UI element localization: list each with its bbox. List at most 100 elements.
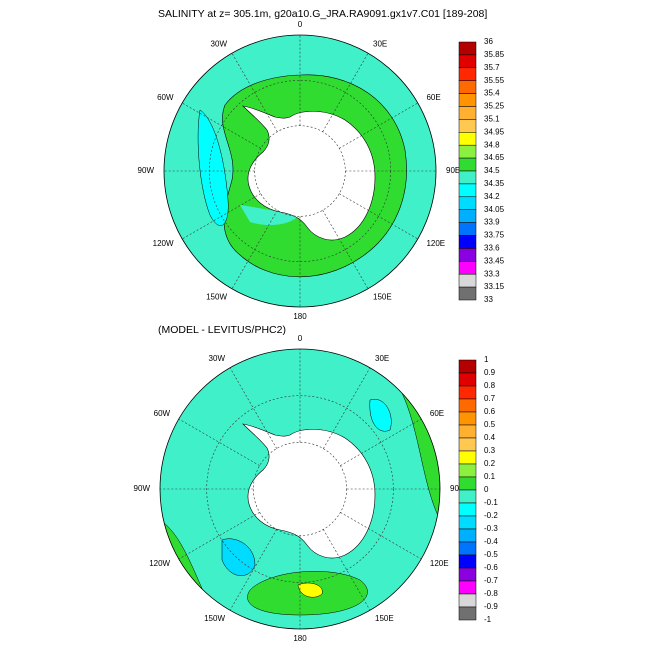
colorbar-box — [458, 580, 477, 595]
longitude-label: 90E — [446, 166, 460, 175]
meridian — [182, 102, 261, 149]
longitude-label: 90E — [450, 484, 464, 493]
colorbar-box — [458, 222, 477, 236]
colorbar-label: 34.2 — [484, 192, 500, 201]
colorbar-label: -0.8 — [484, 589, 498, 598]
colorbar-box — [458, 261, 477, 275]
longitude-label: 90W — [134, 484, 151, 493]
colorbar-box — [458, 144, 477, 159]
colorbar-box — [458, 41, 477, 56]
longitude-label: 60W — [157, 93, 174, 102]
longitude-label: 120E — [426, 239, 445, 248]
colorbar-box — [458, 398, 477, 413]
colorbar-box — [458, 450, 477, 465]
meridian — [178, 512, 260, 560]
colorbar-box — [458, 502, 477, 517]
colorbar-label: 34.5 — [484, 166, 500, 175]
longitude-label: 150W — [206, 293, 227, 302]
meridian — [339, 193, 418, 240]
colorbar-label: 35.1 — [484, 115, 500, 124]
colorbar-label: 33 — [484, 295, 493, 304]
colorbar-box — [458, 80, 477, 94]
colorbar-label: 36 — [484, 37, 493, 46]
longitude-label: 180 — [293, 634, 307, 643]
map-salinity — [164, 35, 436, 307]
meridian — [323, 529, 371, 611]
colorbar-label: -0.2 — [484, 511, 498, 520]
meridian — [182, 193, 261, 240]
meridian — [231, 210, 278, 289]
meridian — [340, 418, 422, 466]
longitude-label: 120W — [153, 239, 174, 248]
meridian — [339, 102, 418, 149]
colorbar-label: 0 — [484, 485, 489, 494]
colorbar-label: -0.4 — [484, 537, 498, 546]
colorbar-label: -1 — [484, 615, 492, 624]
colorbar-box — [458, 606, 477, 621]
colorbar-label: 35.7 — [484, 63, 500, 72]
colorbar-label: 33.9 — [484, 218, 500, 227]
colorbar-label: -0.5 — [484, 550, 498, 559]
colorbar-box — [458, 359, 477, 374]
colorbar-label: 0.8 — [484, 381, 496, 390]
colorbar-box — [458, 67, 477, 81]
colorbar-label: 35.55 — [484, 76, 505, 85]
colorbar-label: 33.45 — [484, 256, 505, 265]
longitude-label: 60E — [426, 93, 440, 102]
longitude-label: 30W — [211, 40, 228, 49]
colorbar-box — [458, 437, 477, 452]
colorbar-label: 0.9 — [484, 368, 496, 377]
colorbar-label: -0.3 — [484, 524, 498, 533]
colorbar-label: 33.75 — [484, 231, 505, 240]
meridian — [231, 53, 278, 132]
colorbar-box — [458, 385, 477, 400]
colorbar-box — [458, 463, 477, 478]
colorbar-label: 34.65 — [484, 153, 505, 162]
colorbar-box — [458, 106, 477, 120]
colorbar-label: 35.85 — [484, 50, 505, 59]
colorbar-label: 35.4 — [484, 89, 500, 98]
colorbar-box — [458, 170, 477, 185]
colorbar-box — [458, 372, 477, 387]
latitude-circle — [206, 395, 394, 583]
panel-title: SALINITY at z= 305.1m, g20a10.G_JRA.RA90… — [158, 8, 487, 20]
longitude-label: 0 — [298, 334, 303, 343]
colorbar-label: -0.1 — [484, 498, 498, 507]
map-border — [159, 348, 441, 630]
longitude-label: 30W — [209, 354, 226, 363]
longitude-label: 90W — [138, 166, 155, 175]
longitude-label: 120W — [149, 559, 170, 568]
colorbar-label: 0.6 — [484, 407, 496, 416]
meridian — [229, 367, 277, 449]
colorbar-label: 35.25 — [484, 102, 505, 111]
colorbar-label: -0.6 — [484, 563, 498, 572]
colorbar-label: 34.05 — [484, 205, 505, 214]
colorbar-box — [458, 528, 477, 543]
colorbar-label: 34.8 — [484, 140, 500, 149]
longitude-label: 0 — [298, 20, 303, 29]
colorbar-box — [458, 209, 477, 223]
meridian — [178, 418, 260, 466]
colorbar-box — [458, 489, 477, 504]
longitude-label: 150E — [373, 293, 392, 302]
colorbar-label: -0.7 — [484, 576, 498, 585]
panel-title: (MODEL - LEVITUS/PHC2) — [158, 324, 286, 336]
colorbar-label: 0.1 — [484, 472, 496, 481]
colorbar-box — [458, 183, 477, 198]
colorbar-label: 33.15 — [484, 282, 505, 291]
colorbar-box — [458, 235, 477, 249]
colorbar-label: 1 — [484, 355, 489, 364]
colorbar-box — [458, 93, 477, 107]
meridian — [229, 529, 277, 611]
colorbar-box — [458, 54, 477, 69]
colorbar-box — [458, 541, 477, 556]
colorbar-box — [458, 157, 477, 172]
colorbar-box — [458, 424, 477, 439]
colorbar-label: -0.9 — [484, 602, 498, 611]
colorbar-label: 0.5 — [484, 420, 496, 429]
colorbar-box — [458, 411, 477, 426]
colorbar-box — [458, 286, 477, 301]
colorbar-box — [458, 248, 477, 262]
meridian — [322, 53, 369, 132]
